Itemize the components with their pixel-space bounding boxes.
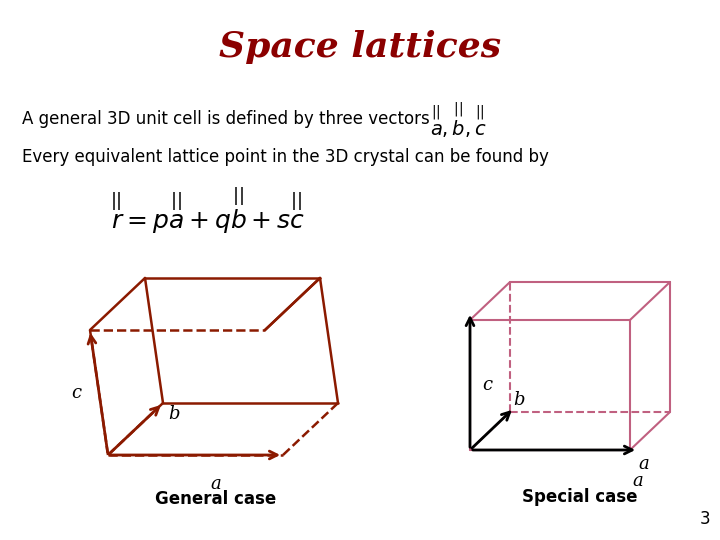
Text: b: b [513, 391, 524, 409]
Text: a: a [639, 455, 649, 473]
Text: $\mathit{\overset{||}{a}},\mathit{\overset{||}{b}},\mathit{\overset{||}{c}}$: $\mathit{\overset{||}{a}},\mathit{\overs… [430, 100, 487, 140]
Text: Special case: Special case [522, 488, 638, 506]
Text: a: a [633, 472, 644, 490]
Text: Space lattices: Space lattices [219, 30, 501, 64]
Text: c: c [482, 376, 492, 394]
Text: a: a [210, 475, 221, 493]
Text: b: b [168, 405, 179, 423]
Text: c: c [71, 383, 81, 402]
Text: A general 3D unit cell is defined by three vectors: A general 3D unit cell is defined by thr… [22, 110, 430, 128]
Text: General case: General case [155, 490, 276, 508]
Text: Every equivalent lattice point in the 3D crystal can be found by: Every equivalent lattice point in the 3D… [22, 148, 549, 166]
Text: $\mathit{\overset{||}{r}} = p\mathit{\overset{||}{a}} + q\mathit{\overset{||}{b}: $\mathit{\overset{||}{r}} = p\mathit{\ov… [110, 185, 305, 237]
Text: 3: 3 [699, 510, 710, 528]
